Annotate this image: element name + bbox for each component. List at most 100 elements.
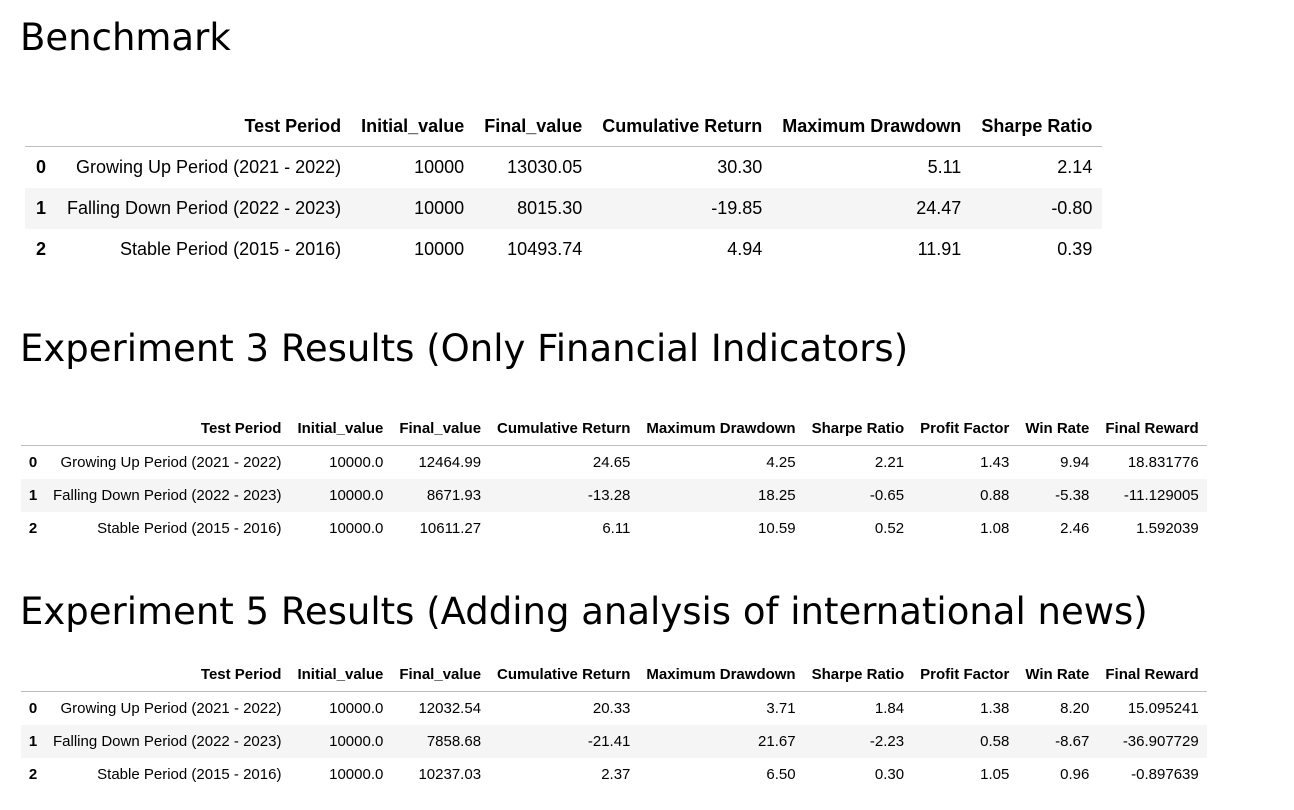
table-row: 0 Growing Up Period (2021 - 2022) 10000 130… — [25, 147, 1102, 189]
table-cell: 24.47 — [916, 198, 962, 218]
row-index: 0 — [28, 454, 38, 471]
experiment3-title: Experiment 3 Results (Only Financial Ind… — [20, 327, 909, 370]
table-cell: 6.50 — [766, 766, 796, 783]
table-cell: -13.28 — [587, 487, 631, 504]
table-cell: 0.58 — [980, 733, 1010, 750]
table-cell: 10493.74 — [507, 239, 583, 259]
table-cell: 10611.27 — [419, 520, 482, 537]
index-header — [25, 106, 57, 147]
table-cell: Stable Period (2015 - 2016) — [97, 766, 282, 783]
table-cell: 0.88 — [980, 487, 1010, 504]
table-cell: Falling Down Period (2022 - 2023) — [53, 487, 282, 504]
table-cell: -11.129005 — [1123, 487, 1199, 504]
column-header: Final Reward — [1097, 658, 1207, 692]
header-row: Test Period Initial_value Final_value Cumul… — [25, 106, 1103, 147]
column-header: Final Reward — [1097, 412, 1207, 446]
column-header: Test Period — [57, 106, 352, 147]
column-header: Win Rate — [1017, 412, 1098, 446]
table-cell: Growing Up Period (2021 - 2022) — [60, 700, 282, 717]
row-index: 2 — [28, 520, 38, 537]
table-cell: 2.46 — [1060, 520, 1090, 537]
table-cell: Falling Down Period (2022 - 2023) — [53, 733, 282, 750]
column-header: Test Period — [45, 412, 290, 446]
table-cell: 10000.0 — [329, 766, 384, 783]
table-row: 1 Falling Down Period (2022 - 2023) 10000.… — [21, 479, 1207, 512]
table-cell: 0.39 — [1057, 239, 1093, 259]
table-cell: 1.592039 — [1136, 520, 1199, 537]
table-cell: Stable Period (2015 - 2016) — [97, 520, 282, 537]
table-cell: 8671.93 — [426, 487, 482, 504]
index-header — [21, 658, 45, 692]
table-cell: -0.897639 — [1131, 766, 1199, 783]
table-cell: 7858.68 — [426, 733, 482, 750]
table-cell: -21.41 — [587, 733, 631, 750]
row-index: 0 — [28, 700, 38, 717]
table-cell: Growing Up Period (2021 - 2022) — [76, 157, 342, 177]
table-cell: 2.37 — [601, 766, 631, 783]
experiment5-table: Test Period Initial_value Final_value Cumul… — [21, 658, 1207, 791]
row-index: 1 — [28, 733, 38, 750]
table-cell: 10237.03 — [418, 766, 482, 783]
table-cell: 21.67 — [758, 733, 796, 750]
table-cell: 10000.0 — [329, 520, 384, 537]
table-cell: 8.20 — [1060, 700, 1090, 717]
column-header: Sharpe Ratio — [803, 658, 913, 692]
table-cell: 4.94 — [727, 239, 763, 259]
table-cell: 15.095241 — [1127, 700, 1199, 717]
column-header: Profit Factor — [912, 412, 1018, 446]
table-cell: 10000 — [414, 198, 465, 218]
table-cell: -36.907729 — [1122, 733, 1199, 750]
table-cell: 12464.99 — [418, 454, 482, 471]
table-row: 2 Stable Period (2015 - 2016) 10000.0 10611… — [21, 512, 1207, 545]
column-header: Maximum Drawdown — [772, 106, 972, 147]
table-cell: 10000.0 — [329, 454, 384, 471]
table-cell: Growing Up Period (2021 - 2022) — [60, 454, 282, 471]
table-cell: 5.11 — [927, 157, 962, 177]
column-header: Final_value — [391, 658, 490, 692]
table-cell: 3.71 — [766, 700, 796, 717]
table-cell: 20.33 — [592, 700, 631, 717]
table-cell: 0.30 — [874, 766, 905, 783]
table-row: 1 Falling Down Period (2022 - 2023) 10000.… — [21, 725, 1207, 758]
column-header: Sharpe Ratio — [803, 412, 913, 446]
table-cell: 11.91 — [917, 239, 962, 259]
table-cell: -8.67 — [1055, 733, 1090, 750]
table-cell: 10000.0 — [329, 487, 384, 504]
table-cell: 12032.54 — [418, 700, 482, 717]
table-cell: 1.08 — [980, 520, 1010, 537]
table-cell: 30.30 — [717, 157, 763, 177]
table-cell: 6.11 — [602, 520, 631, 537]
table-cell: 1.43 — [980, 454, 1010, 471]
table-cell: 2.21 — [874, 454, 905, 471]
column-header: Cumulative Return — [592, 106, 773, 147]
table-cell: 8015.30 — [517, 198, 583, 218]
row-index: 2 — [28, 766, 38, 783]
table-cell: 1.05 — [980, 766, 1010, 783]
column-header: Final_value — [391, 412, 490, 446]
row-index: 1 — [35, 198, 46, 218]
table-cell: 0.52 — [874, 520, 905, 537]
table-cell: 1.38 — [980, 700, 1010, 717]
index-header — [21, 412, 45, 446]
column-header: Win Rate — [1017, 658, 1098, 692]
table-cell: 13030.05 — [507, 157, 583, 177]
column-header: Sharpe Ratio — [971, 106, 1103, 147]
table-cell: 9.94 — [1060, 454, 1090, 471]
header-row: Test Period Initial_value Final_value Cumul… — [21, 658, 1207, 692]
table-cell: -5.38 — [1055, 487, 1090, 504]
experiment3-table: Test Period Initial_value Final_value Cumul… — [21, 412, 1207, 545]
table-cell: -19.85 — [711, 198, 763, 218]
row-index: 2 — [35, 239, 46, 259]
table-cell: 2.14 — [1057, 157, 1093, 177]
column-header: Initial_value — [289, 412, 392, 446]
table-row: 2 Stable Period (2015 - 2016) 10000 10493.7… — [25, 229, 1102, 270]
table-row: 0 Growing Up Period (2021 - 2022) 10000.0 1… — [21, 692, 1207, 726]
table-cell: 18.25 — [758, 487, 796, 504]
table-cell: Stable Period (2015 - 2016) — [120, 239, 342, 259]
table-cell: 10000.0 — [329, 733, 384, 750]
table-cell: 24.65 — [592, 454, 631, 471]
table-cell: -2.23 — [869, 733, 905, 750]
table-row: 0 Growing Up Period (2021 - 2022) 10000.0 1… — [21, 446, 1207, 480]
table-cell: -0.65 — [869, 487, 905, 504]
benchmark-title: Benchmark — [20, 16, 231, 59]
